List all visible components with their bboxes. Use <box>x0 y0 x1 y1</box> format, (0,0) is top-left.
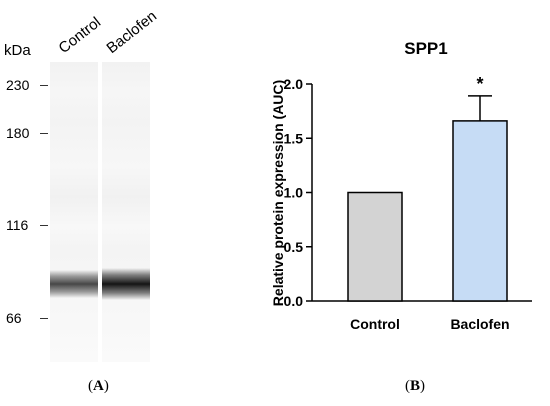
y-tick-label-2: 1.0 <box>284 185 304 201</box>
mw-marker-116-tick <box>40 225 48 226</box>
mw-marker-66-label: 66 <box>6 310 22 326</box>
x-tick-label-baclofen: Baclofen <box>450 316 509 332</box>
mw-marker-230-tick <box>40 85 48 86</box>
x-tick-label-control: Control <box>350 316 400 332</box>
y-tick-label-0: 0.0 <box>284 293 304 309</box>
y-axis-label: Relative protein expression (AUC) <box>270 79 287 306</box>
mw-marker-230-label: 230 <box>6 77 30 93</box>
blot-lane-control <box>50 62 98 362</box>
kda-unit-label: kDa <box>4 42 31 59</box>
lane-header-control: Control <box>55 13 105 57</box>
mw-marker-116-label: 116 <box>6 217 29 233</box>
bar-chart: SPP1 0.0 0.5 1.0 1.5 2.0 Control * Baclofen <box>284 39 532 332</box>
bar-control <box>347 191 403 302</box>
mw-marker-180-tick <box>40 133 48 134</box>
panel-label-b: (B) <box>405 378 426 394</box>
chart-title: SPP1 <box>404 39 447 58</box>
western-blot-panel: kDa 230 180 116 66 Control Baclofen (A) <box>0 0 230 406</box>
mw-marker-180-label: 180 <box>6 125 30 141</box>
y-tick-label-3: 1.5 <box>284 130 304 146</box>
blot-band-baclofen <box>102 268 150 300</box>
lane-header-baclofen: Baclofen <box>103 7 161 58</box>
mw-marker-66-tick <box>40 318 48 319</box>
y-tick-label-4: 2.0 <box>284 76 304 92</box>
blot-lane-baclofen <box>102 62 150 362</box>
bar-chart-panel: SPP1 0.0 0.5 1.0 1.5 2.0 Control * Baclofen Rela… <box>250 0 550 406</box>
blot-band-control <box>50 270 98 298</box>
y-tick-label-1: 0.5 <box>284 239 304 255</box>
panel-label-a: (A) <box>88 378 109 394</box>
significance-marker-baclofen: * <box>476 74 483 94</box>
bar-baclofen <box>452 120 508 302</box>
